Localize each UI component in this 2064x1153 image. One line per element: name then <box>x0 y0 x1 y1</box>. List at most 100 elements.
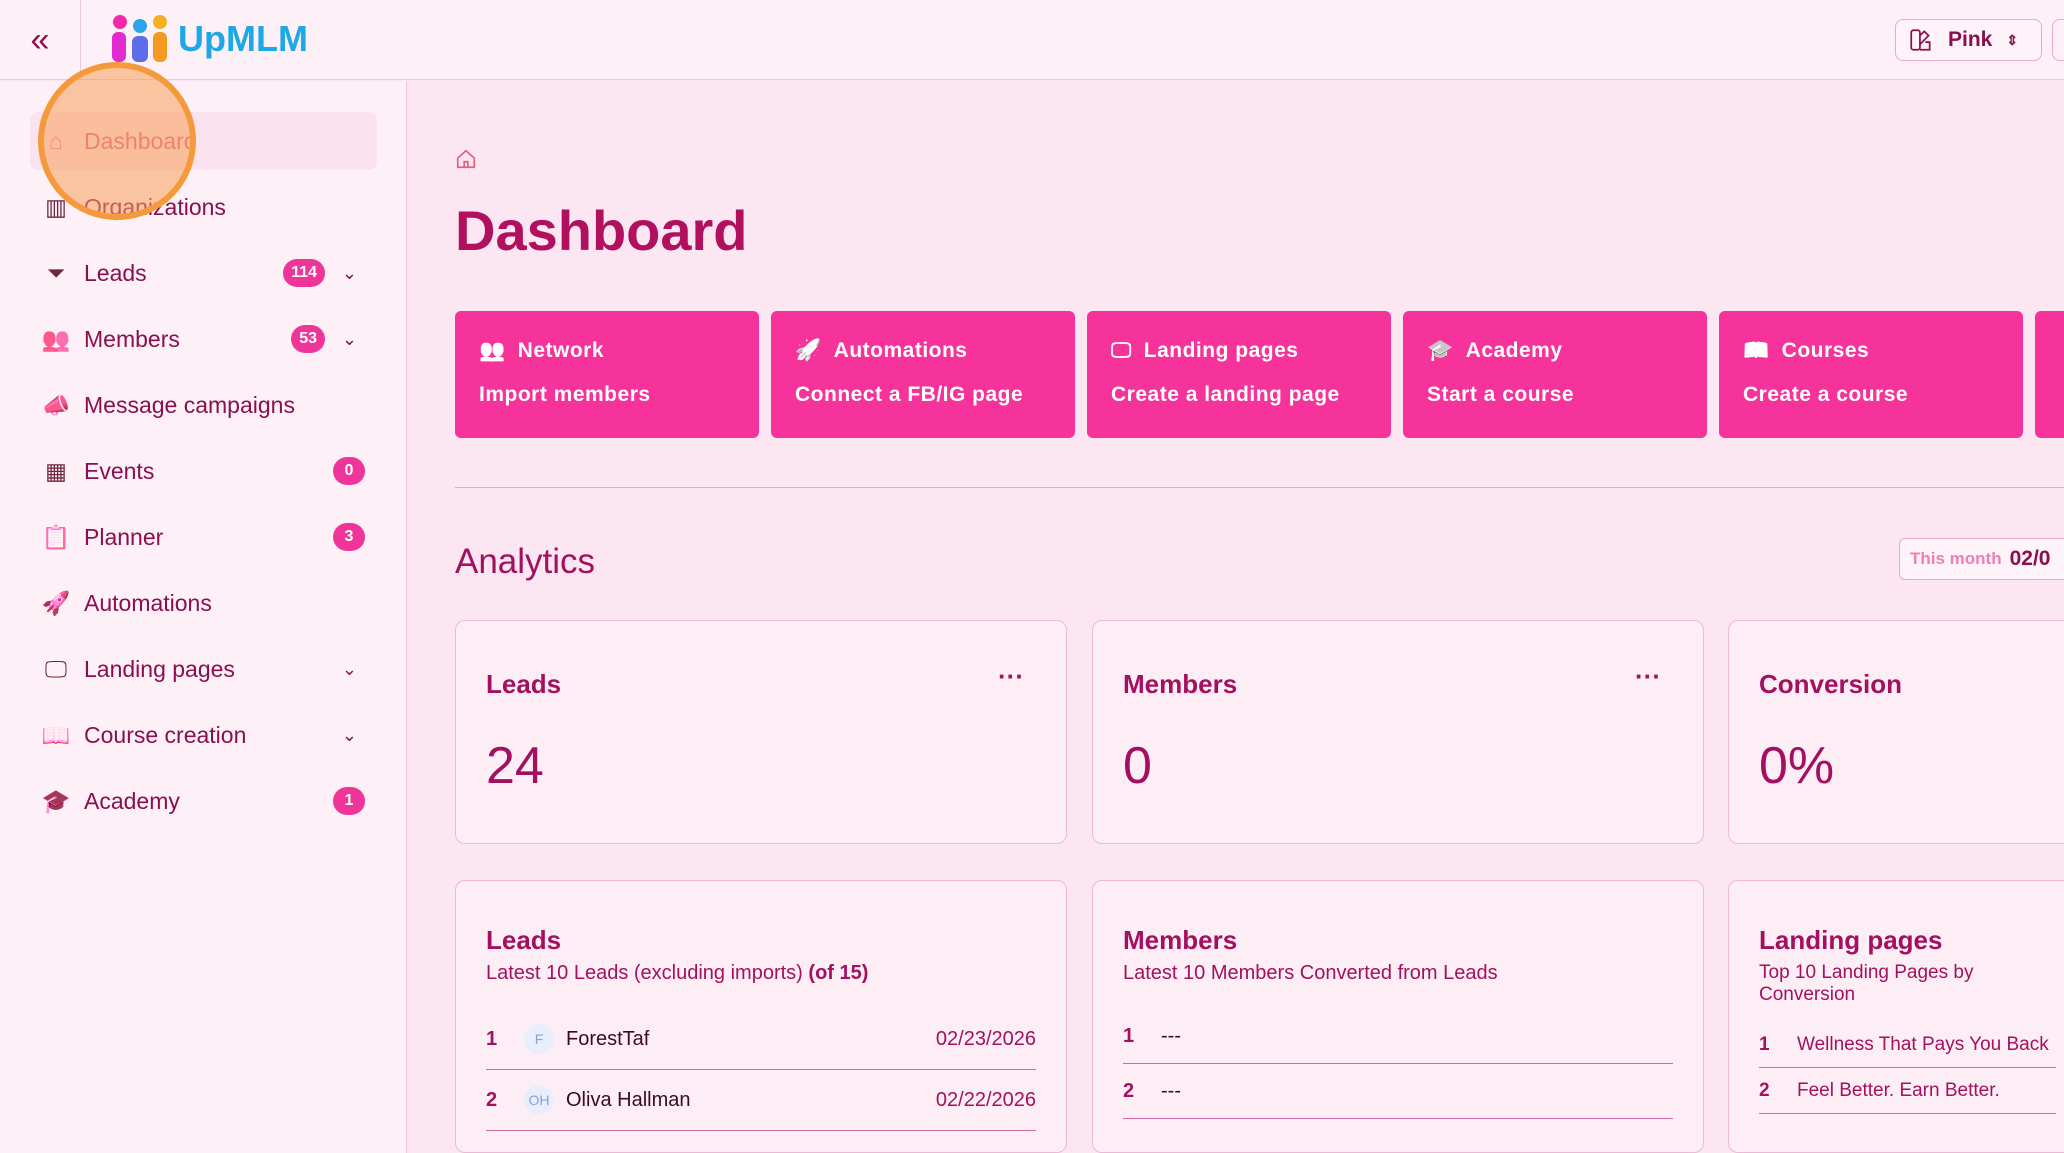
sidebar-item-label: Planner <box>84 524 163 551</box>
landing-page-row[interactable]: 2Feel Better. Earn Better. <box>1759 1068 2056 1114</box>
count-badge: 3 <box>333 523 365 551</box>
member-name: --- <box>1161 1080 1673 1103</box>
more-options-icon[interactable]: ··· <box>998 661 1024 692</box>
row-number: 1 <box>486 1028 524 1051</box>
quick-action-academy[interactable]: 🎓AcademyStart a course <box>1403 311 1707 438</box>
book-icon: 📖 <box>1743 339 1770 363</box>
quick-action-title: Landing pages <box>1144 339 1299 363</box>
range-value: 02/0 <box>2010 547 2051 571</box>
upmlm-logo <box>110 14 170 64</box>
card-subtitle: Top 10 Landing Pages by Conversion <box>1759 962 2056 1006</box>
card-title: Landing pages <box>1759 925 2056 956</box>
analytics-heading: Analytics <box>455 542 595 582</box>
count-badge: 0 <box>333 457 365 485</box>
sidebar-item-label: Message campaigns <box>84 392 295 419</box>
theme-selector[interactable]: Pink ⇕ <box>1895 19 2042 61</box>
lead-count: (of 15) <box>808 962 868 984</box>
stat-label: Members <box>1123 669 1673 700</box>
card-subtitle: Latest 10 Leads (excluding imports) <box>486 962 803 984</box>
quick-action-title: Courses <box>1782 339 1870 363</box>
count-badge: 53 <box>291 325 325 353</box>
quick-action-title: Academy <box>1466 339 1563 363</box>
stat-value: 0 <box>1123 736 1673 796</box>
date-range-picker[interactable]: This month02/0 <box>1899 538 2064 580</box>
card-subtitle: Latest 10 Members Converted from Leads <box>1123 962 1673 985</box>
landing-page-row[interactable]: 1Wellness That Pays You Back <box>1759 1022 2056 1068</box>
palette-icon <box>1908 27 1934 53</box>
chevron-down-icon[interactable]: ⌄ <box>342 329 357 350</box>
sidebar-item-academy[interactable]: 🎓 Academy 1 <box>30 772 377 830</box>
sidebar-item-landing-pages[interactable]: 🖵Landing pages⌄ <box>30 640 377 698</box>
row-number: 1 <box>1123 1025 1161 1048</box>
stat-label: Conversion <box>1759 669 2056 700</box>
monitor-icon: 🖵 <box>42 655 70 683</box>
quick-action-title: Network <box>518 339 604 363</box>
stat-card-leads: Leads24··· <box>455 620 1067 844</box>
rocket-icon: 🚀 <box>795 339 822 363</box>
chevron-updown-icon: ⇕ <box>2006 32 2018 49</box>
chevron-down-icon[interactable]: ⌄ <box>342 725 357 746</box>
graduation-cap-icon: 🎓 <box>42 787 70 815</box>
sidebar-item-course-creation[interactable]: 📖Course creation⌄ <box>30 706 377 764</box>
latest-leads-card: Leads Latest 10 Leads (excluding imports… <box>455 880 1067 1153</box>
top-bar <box>0 0 2064 80</box>
sidebar-item-members[interactable]: 👥Members53⌄ <box>30 310 377 368</box>
quick-action-courses[interactable]: 📖 Courses Create a course <box>1719 311 2023 438</box>
sidebar-item-label: Leads <box>84 260 147 287</box>
member-row[interactable]: 1--- <box>1123 1009 1673 1064</box>
member-row[interactable]: 2--- <box>1123 1064 1673 1119</box>
sidebar-item-label: Course creation <box>84 722 246 749</box>
landing-page-name: Feel Better. Earn Better. <box>1797 1080 2056 1102</box>
page-title: Dashboard <box>455 198 748 263</box>
lead-row[interactable]: 1F ForestTaf02/23/2026 <box>486 1009 1036 1070</box>
funnel-icon: ⏷ <box>42 259 70 287</box>
monitor-icon: 🖵 <box>1111 339 1132 363</box>
latest-members-card: Members Latest 10 Members Converted from… <box>1092 880 1704 1153</box>
more-options-icon[interactable]: ··· <box>1635 661 1661 692</box>
quick-action-landing-pages[interactable]: 🖵 Landing pages Create a landing page <box>1087 311 1391 438</box>
sidebar-item-message-campaigns[interactable]: 📣 Message campaigns <box>30 376 377 434</box>
sidebar-item-label: Automations <box>84 590 212 617</box>
breadcrumb-home-icon[interactable] <box>455 148 477 170</box>
chevron-down-icon[interactable]: ⌄ <box>342 263 357 284</box>
avatar: F <box>524 1024 554 1054</box>
stat-value: 24 <box>486 736 1036 796</box>
sidebar-item-label: Events <box>84 458 154 485</box>
sidebar-item-automations[interactable]: 🚀Automations <box>30 574 377 632</box>
member-name: --- <box>1161 1025 1673 1048</box>
header-button[interactable] <box>2052 19 2064 61</box>
lead-name: Oliva Hallman <box>566 1089 936 1112</box>
quick-action-label: Connect a FB/IG page <box>795 383 1051 407</box>
row-number: 2 <box>1759 1080 1797 1102</box>
lead-row[interactable]: 2OHOliva Hallman02/22/2026 <box>486 1070 1036 1131</box>
quick-action-more[interactable] <box>2035 311 2064 438</box>
count-badge: 1 <box>333 787 365 815</box>
click-indicator <box>38 62 196 220</box>
quick-action-network[interactable]: 👥 Network Import members <box>455 311 759 438</box>
chevron-down-icon[interactable]: ⌄ <box>342 659 357 680</box>
lead-date: 02/22/2026 <box>936 1089 1036 1112</box>
sidebar-item-planner[interactable]: 📋 Planner 3 <box>30 508 377 566</box>
row-number: 2 <box>1123 1080 1161 1103</box>
sidebar-item-label: Academy <box>84 788 180 815</box>
quick-action-label: Start a course <box>1427 383 1683 407</box>
theme-label: Pink <box>1948 28 1992 52</box>
lead-date: 02/23/2026 <box>936 1028 1036 1051</box>
users-icon: 👥 <box>479 339 506 363</box>
landing-page-name: Wellness That Pays You Back <box>1797 1034 2056 1056</box>
lead-name: ForestTaf <box>566 1028 936 1051</box>
row-number: 1 <box>1759 1034 1797 1056</box>
stat-value: 0% <box>1759 736 2056 796</box>
sidebar-item-leads[interactable]: ⏷Leads114⌄ <box>30 244 377 302</box>
quick-action-title: Automations <box>834 339 968 363</box>
quick-action-label: Create a course <box>1743 383 1999 407</box>
collapse-sidebar-button[interactable]: « <box>0 0 81 80</box>
megaphone-icon: 📣 <box>42 391 70 419</box>
brand-name: UpMLM <box>178 18 308 60</box>
quick-action-automations[interactable]: 🚀 Automations Connect a FB/IG page <box>771 311 1075 438</box>
clipboard-icon: 📋 <box>42 523 70 551</box>
sidebar-item-events[interactable]: ▦Events0 <box>30 442 377 500</box>
quick-action-label: Create a landing page <box>1111 383 1367 407</box>
quick-action-label: Import members <box>479 383 735 407</box>
stat-card-conversion: Conversion 0% <box>1728 620 2064 844</box>
